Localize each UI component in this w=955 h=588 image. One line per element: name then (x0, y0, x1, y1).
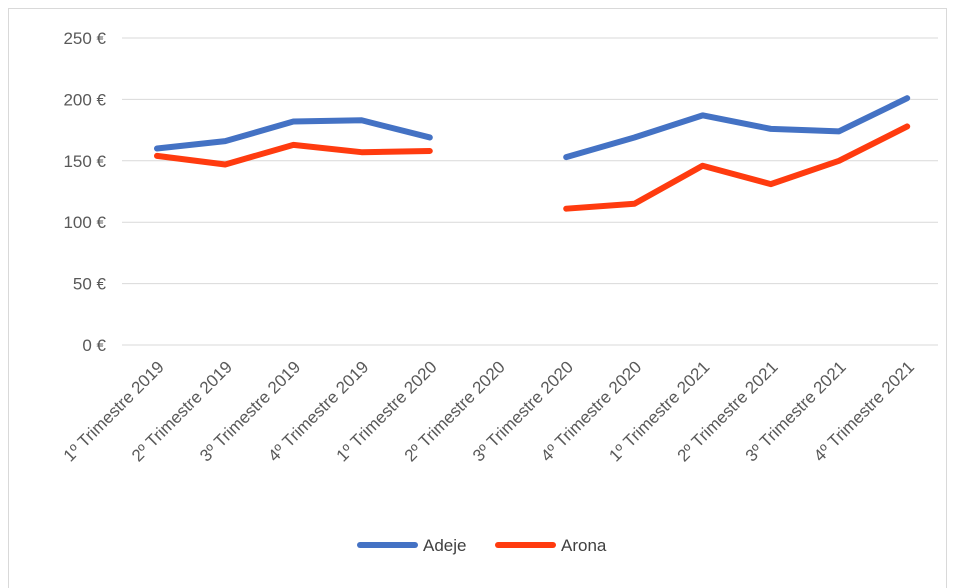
series-line-segment (154, 117, 433, 152)
y-tick-label: 0 € (82, 336, 106, 355)
series-lines (154, 95, 911, 212)
legend-label-arona: Arona (561, 536, 607, 555)
series-line-segment (154, 141, 433, 168)
legend: Adeje Arona (357, 536, 607, 555)
y-axis: 0 € 50 € 100 € 150 € 200 € 250 € (63, 29, 106, 355)
y-tick-label: 250 € (63, 29, 106, 48)
series-line-segment (563, 123, 911, 212)
series-line-segment (563, 95, 911, 161)
y-tick-label: 200 € (63, 90, 106, 109)
y-tick-label: 50 € (73, 275, 107, 294)
chart-frame (8, 8, 947, 588)
series-adeje (154, 95, 911, 161)
series-arona (154, 123, 911, 212)
legend-label-adeje: Adeje (423, 536, 466, 555)
y-tick-label: 100 € (63, 213, 106, 232)
gridlines (122, 37, 938, 346)
line-chart: 0 € 50 € 100 € 150 € 200 € 250 € 1º Trimestre… (60, 29, 938, 555)
y-tick-label: 150 € (63, 152, 106, 171)
